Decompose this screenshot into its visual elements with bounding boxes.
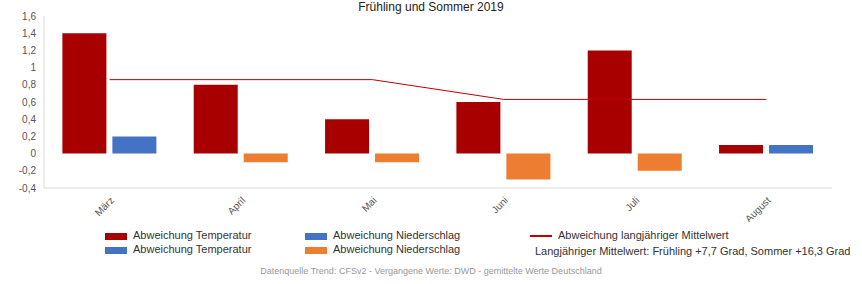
html-text:Abweichung langjähriger Mittel: Abweichung langjähriger Mittelwert — [558, 229, 729, 241]
html-text:Frühling und Sommer 2019: Frühling und Sommer 2019 — [358, 0, 504, 14]
svg-text:0: 0 — [30, 148, 36, 159]
svg-text:1,6: 1,6 — [22, 11, 36, 22]
svg-text:0,8: 0,8 — [22, 79, 36, 90]
html-text:Abweichung Temperatur: Abweichung Temperatur — [133, 243, 252, 255]
svg-text:Mai: Mai — [360, 195, 379, 214]
svg-text:März: März — [93, 195, 117, 219]
svg-text:1: 1 — [30, 62, 36, 73]
html-text:Abweichung Niederschlag: Abweichung Niederschlag — [333, 229, 461, 241]
svg-text:Juni: Juni — [489, 195, 510, 216]
svg-text:-0,4: -0,4 — [19, 183, 37, 194]
svg-text:1,2: 1,2 — [22, 45, 36, 56]
svg-text:-0,2: -0,2 — [19, 165, 37, 176]
svg-text:0,6: 0,6 — [22, 97, 36, 108]
html-text:Langjähriger Mittelwert: Frühl: Langjähriger Mittelwert: Frühling +7,7 G… — [535, 245, 851, 257]
html-text:Abweichung Temperatur: Abweichung Temperatur — [133, 229, 252, 241]
html-text:Abweichung Niederschlag: Abweichung Niederschlag — [333, 243, 461, 255]
svg-text:1,4: 1,4 — [22, 28, 36, 39]
svg-text:0,2: 0,2 — [22, 131, 36, 142]
svg-text:0,4: 0,4 — [22, 114, 36, 125]
svg-text:April: April — [226, 195, 248, 217]
html-text:Datenquelle Trend: CFSv2 - Ver: Datenquelle Trend: CFSv2 - Vergangene We… — [260, 266, 602, 276]
svg-text:August: August — [743, 195, 773, 222]
svg-text:Juli: Juli — [623, 195, 641, 213]
